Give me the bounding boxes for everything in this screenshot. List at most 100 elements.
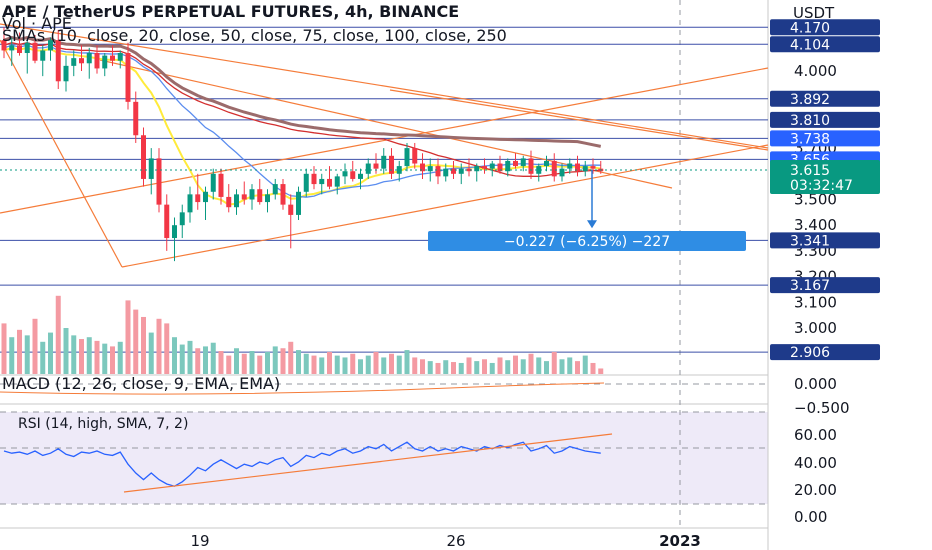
volume-bar xyxy=(48,332,53,374)
level-tag-label: 4.170 xyxy=(790,20,830,36)
volume-bar xyxy=(226,355,232,374)
volume-bar xyxy=(125,300,131,374)
candle-body xyxy=(427,166,433,172)
candle-body xyxy=(172,225,177,239)
volume-bar xyxy=(195,348,201,374)
candle-body xyxy=(458,168,464,174)
candle-body xyxy=(311,173,317,185)
volume-bar xyxy=(94,340,100,374)
volume-bar xyxy=(9,337,15,374)
macd-tick-label: −0.500 xyxy=(794,399,850,417)
candle-body xyxy=(71,58,77,66)
candle-body xyxy=(203,191,208,203)
candle-body xyxy=(474,166,480,172)
volume-bar xyxy=(567,357,573,374)
countdown-label: 03:32:47 xyxy=(790,178,853,194)
candle-body xyxy=(327,178,332,187)
candle-body xyxy=(520,158,526,167)
volume-bar xyxy=(435,362,441,374)
candle-body xyxy=(342,171,348,177)
level-tag xyxy=(770,277,880,294)
candle-body xyxy=(234,194,239,208)
candle-body xyxy=(536,166,542,174)
candle-body xyxy=(551,160,557,177)
volume-bar xyxy=(296,350,301,374)
volume-bar xyxy=(451,362,456,374)
volume-bar xyxy=(203,346,208,374)
candle-body xyxy=(334,176,340,187)
volume-bar xyxy=(156,318,162,374)
candle-body xyxy=(241,194,247,200)
candle-body xyxy=(117,53,123,61)
level-tag-label: 3.892 xyxy=(790,92,830,108)
volume-bar xyxy=(536,357,542,374)
volume-bar xyxy=(427,361,433,374)
candle-body xyxy=(55,40,61,82)
candle-body xyxy=(17,45,22,54)
candle-body xyxy=(48,40,53,51)
volume-bar xyxy=(474,361,480,374)
candle-body xyxy=(218,173,224,197)
volume-bar xyxy=(458,362,464,374)
volume-bar xyxy=(520,359,526,374)
volume-bar xyxy=(141,316,146,374)
volume-bar xyxy=(63,328,69,374)
volume-bar xyxy=(334,355,340,374)
volume-bar xyxy=(179,344,185,374)
volume-bar xyxy=(280,348,286,374)
volume-label: Vol · APE xyxy=(2,14,72,33)
candle-body xyxy=(567,163,573,169)
level-tag xyxy=(770,19,880,36)
volume-bar xyxy=(528,353,534,374)
candle-body xyxy=(435,166,441,177)
price-tick-label: 4.000 xyxy=(794,62,837,80)
rsi-tick-label: 20.00 xyxy=(794,481,837,499)
candle-body xyxy=(125,53,131,102)
volume-bar xyxy=(79,339,84,374)
candle-body xyxy=(249,189,255,200)
candle-body xyxy=(582,166,588,172)
volume-bar xyxy=(443,360,449,374)
candle-body xyxy=(156,158,162,205)
volume-bar xyxy=(350,353,356,374)
time-tick-label: 26 xyxy=(446,532,465,550)
level-tag-label: 4.104 xyxy=(790,37,830,53)
volume-bar xyxy=(148,332,154,374)
candle-body xyxy=(381,155,387,169)
volume-bar xyxy=(396,355,402,374)
volume-bar xyxy=(590,362,596,374)
volume-bar xyxy=(86,337,92,374)
level-tag xyxy=(770,90,880,107)
volume-bar xyxy=(32,318,38,374)
candle-body xyxy=(79,58,84,64)
time-tick-label: 2023 xyxy=(659,532,701,550)
volume-bar xyxy=(288,341,294,374)
volume-bar xyxy=(311,355,317,374)
time-tick-label: 19 xyxy=(190,532,209,550)
candle-body xyxy=(110,55,115,61)
candle-body xyxy=(404,148,410,167)
volume-bar xyxy=(187,340,193,374)
candle-body xyxy=(164,204,170,239)
trend-line xyxy=(389,89,769,151)
sma-20-line xyxy=(3,44,601,198)
candle-body xyxy=(420,163,425,172)
price-tick-label: 3.100 xyxy=(794,293,837,311)
candle-body xyxy=(280,184,286,205)
volume-bar xyxy=(497,357,503,374)
volume-bar xyxy=(551,351,557,374)
rsi-tick-label: 0.00 xyxy=(794,508,827,526)
volume-bar xyxy=(373,351,379,374)
candle-body xyxy=(482,166,487,169)
candle-body xyxy=(590,166,596,169)
volume-bar xyxy=(381,357,387,374)
volume-bar xyxy=(319,357,325,374)
volume-bar xyxy=(358,359,363,374)
candle-body xyxy=(303,173,309,192)
price-tick-label: 3.000 xyxy=(794,319,837,337)
candle-body xyxy=(226,196,232,208)
volume-bar xyxy=(303,353,309,374)
candle-body xyxy=(513,160,518,167)
rsi-line xyxy=(3,441,601,487)
